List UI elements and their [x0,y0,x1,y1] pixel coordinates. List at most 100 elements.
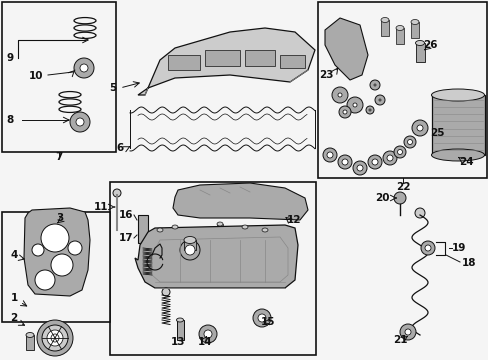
Bar [177,320,183,340]
Circle shape [382,151,396,165]
Circle shape [411,120,427,136]
Bar [380,20,388,36]
Circle shape [37,320,73,356]
Text: 23: 23 [318,70,332,80]
Circle shape [180,240,200,260]
Circle shape [76,118,84,126]
Text: 9: 9 [6,53,14,63]
Bar [26,335,34,350]
Text: 7: 7 [55,152,62,162]
Circle shape [342,110,346,114]
Circle shape [331,87,347,103]
Text: 25: 25 [429,128,443,138]
Circle shape [397,149,402,154]
Ellipse shape [410,19,418,24]
Circle shape [403,136,415,148]
Circle shape [32,244,44,256]
Text: 13: 13 [170,337,185,347]
Circle shape [74,58,94,78]
Circle shape [369,80,379,90]
Circle shape [367,155,381,169]
Circle shape [393,146,405,158]
Bar [317,2,486,178]
Polygon shape [138,28,314,95]
Text: 20: 20 [375,193,389,203]
Ellipse shape [26,333,34,338]
Circle shape [368,109,370,111]
Circle shape [424,245,430,251]
Ellipse shape [415,40,424,45]
Ellipse shape [380,18,388,22]
Bar [157,230,163,242]
Text: 6: 6 [116,143,123,153]
Ellipse shape [430,149,484,161]
Circle shape [68,241,82,255]
Circle shape [323,148,336,162]
Bar [431,95,484,155]
Circle shape [326,152,332,158]
Circle shape [80,64,88,72]
Text: 8: 8 [6,115,14,125]
Circle shape [386,155,392,161]
Circle shape [416,125,422,131]
Circle shape [414,208,424,218]
Bar [138,215,148,243]
Text: 26: 26 [422,40,436,50]
Circle shape [341,159,347,165]
Bar [168,55,200,70]
Circle shape [420,241,434,255]
Ellipse shape [395,26,403,31]
Ellipse shape [176,318,183,322]
Ellipse shape [172,225,178,229]
Bar [172,227,178,239]
Bar [183,240,196,250]
Text: 4: 4 [10,250,18,260]
Circle shape [371,159,377,165]
Circle shape [113,189,121,197]
Polygon shape [24,208,90,296]
Circle shape [41,224,69,252]
Text: 24: 24 [458,157,472,167]
Text: 15: 15 [260,317,275,327]
Ellipse shape [217,222,223,226]
Circle shape [203,330,212,338]
Bar [217,224,223,236]
Circle shape [356,165,362,171]
Circle shape [199,325,217,343]
Text: 17: 17 [118,233,133,243]
Circle shape [252,309,270,327]
Circle shape [337,155,351,169]
Circle shape [338,106,350,118]
Circle shape [374,95,384,105]
Circle shape [51,254,73,276]
Ellipse shape [157,228,163,232]
Circle shape [42,325,68,351]
Text: 18: 18 [461,258,475,268]
Circle shape [378,99,380,101]
Circle shape [70,112,90,132]
Text: 16: 16 [118,210,133,220]
Polygon shape [325,18,367,80]
Bar [2,2,116,152]
Text: 12: 12 [286,215,301,225]
Circle shape [258,314,265,322]
Text: 10: 10 [29,71,43,81]
Text: 5: 5 [109,83,116,93]
Circle shape [352,161,366,175]
Text: 14: 14 [197,337,212,347]
Text: 11: 11 [93,202,108,212]
Circle shape [346,97,362,113]
Circle shape [162,288,170,296]
Text: 2: 2 [10,313,18,323]
Bar [2,212,110,322]
Bar [110,182,315,355]
Ellipse shape [183,237,196,243]
Bar [244,50,274,66]
Ellipse shape [242,225,247,229]
Bar [262,230,267,242]
Circle shape [352,103,356,107]
Polygon shape [173,183,307,220]
Ellipse shape [262,228,267,232]
Bar [410,22,418,38]
Circle shape [35,270,55,290]
